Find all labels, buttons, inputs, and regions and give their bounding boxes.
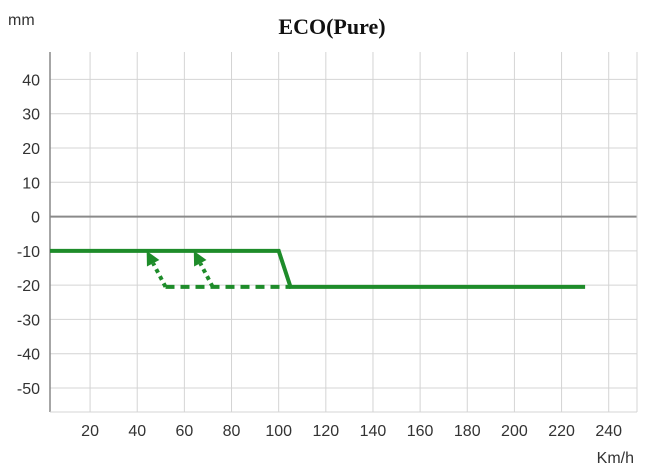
- y-tick-label: -50: [17, 381, 40, 398]
- y-tick-label: 0: [31, 210, 40, 227]
- arrow-shaft: [151, 262, 168, 288]
- x-axis-unit: Km/h: [597, 450, 634, 467]
- x-tick-label: 140: [360, 423, 387, 440]
- y-tick-label: -20: [17, 278, 40, 295]
- solid-series-line: [50, 248, 586, 289]
- x-tick-label: 180: [454, 423, 481, 440]
- x-tick-label: 200: [501, 423, 528, 440]
- arrow-head: [193, 250, 207, 267]
- x-tick-label: 40: [128, 423, 146, 440]
- x-tick-label: 80: [223, 423, 241, 440]
- y-tick-label: 40: [22, 72, 40, 89]
- chart-title: ECO(Pure): [278, 14, 385, 39]
- y-tick-label: -30: [17, 312, 40, 329]
- x-tick-label: 220: [548, 423, 575, 440]
- y-tick-label: 10: [22, 175, 40, 192]
- series-group: [50, 248, 586, 289]
- y-tick-label: -10: [17, 244, 40, 261]
- x-tick-label: 160: [407, 423, 434, 440]
- arrow-head: [146, 250, 160, 267]
- tick-labels: 20 40 60 80 100 120 140 160 180 200 220 24040302010…: [17, 72, 622, 440]
- grid: [49, 52, 638, 413]
- arrow-shaft: [198, 262, 215, 288]
- y-axis-unit: mm: [8, 12, 35, 29]
- y-tick-label: 30: [22, 107, 40, 124]
- x-tick-label: 20: [81, 423, 99, 440]
- y-tick-label: -40: [17, 347, 40, 364]
- x-tick-label: 240: [595, 423, 622, 440]
- y-tick-label: 20: [22, 141, 40, 158]
- x-tick-label: 100: [265, 423, 292, 440]
- x-tick-label: 120: [312, 423, 339, 440]
- x-tick-label: 60: [175, 423, 193, 440]
